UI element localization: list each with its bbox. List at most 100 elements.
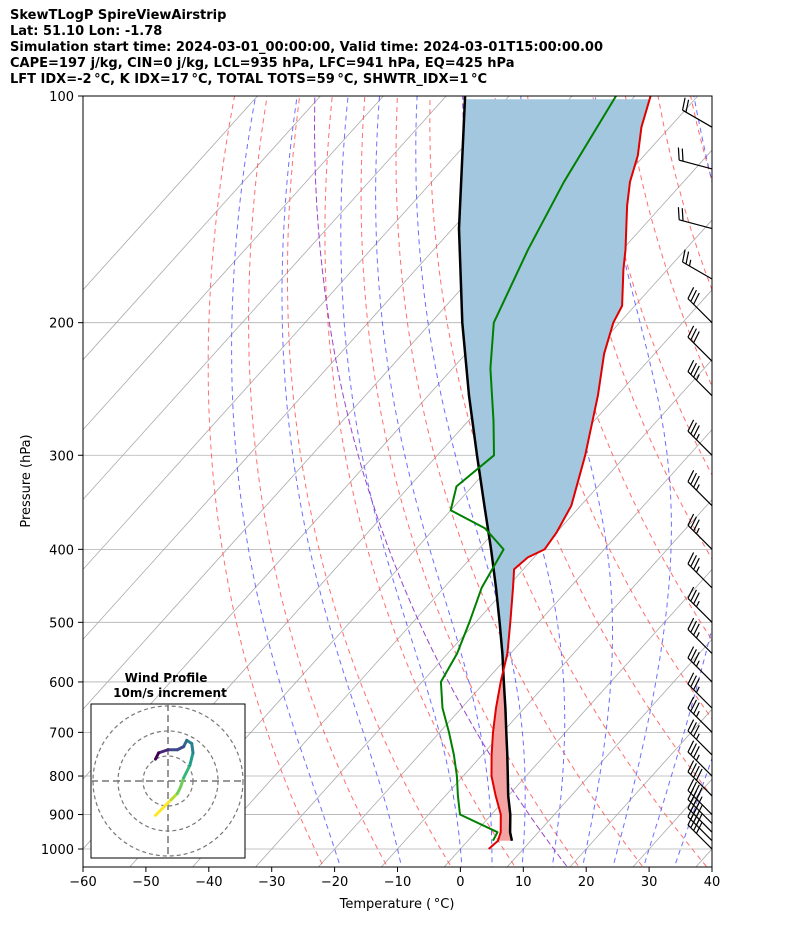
wind-barb-flag: [687, 552, 695, 565]
profile-lines: [439, 96, 652, 850]
wind-barb-staff: [687, 816, 713, 842]
hodograph-segment: [188, 751, 195, 767]
wind-barb-staff: [687, 683, 713, 709]
wind-barb: [677, 147, 713, 170]
wind-barb-flag: [695, 787, 703, 800]
isotherm: [254, 359, 712, 867]
moist-adiabat: [340, 96, 463, 867]
wind-barb: [687, 719, 713, 756]
dry-adiabat: [716, 62, 794, 881]
chart-title-indices1: CAPE=197 j/kg, CIN=0 j/kg, LCL=935 hPa, …: [10, 56, 515, 71]
wind-barb-flag: [681, 148, 684, 162]
isotherm: [569, 708, 712, 867]
hodograph-segment: [157, 748, 170, 755]
wind-barb-staff: [687, 371, 713, 397]
wind-barb-flag: [693, 475, 700, 488]
wind-barb-flag: [690, 472, 697, 485]
wind-barb-flag: [690, 289, 697, 302]
dry-adiabat: [287, 96, 452, 867]
wind-barb-flag: [693, 365, 700, 378]
negative-area: [459, 99, 650, 672]
wind-barb-staff: [687, 730, 713, 756]
x-tick-label: 30: [641, 875, 658, 890]
dry-adiabat: [559, 96, 712, 560]
wind-barb-half-flag: [695, 374, 700, 381]
wind-barb-flag: [687, 719, 695, 732]
wind-barb-half-flag: [695, 632, 700, 639]
dry-adiabat: [207, 96, 325, 867]
wind-barb-staff: [687, 336, 713, 362]
isotherm: [317, 429, 712, 867]
wind-barb-flag: [687, 696, 695, 709]
y-tick-label: 300: [49, 449, 74, 464]
dry-adiabat: [747, 62, 794, 881]
isotherm: [83, 96, 447, 501]
wind-barb-staff: [687, 481, 713, 507]
wind-barb-flag: [687, 419, 695, 432]
wind-barb-flag: [693, 331, 700, 344]
wind-barb-flag: [693, 784, 700, 797]
wind-barb: [687, 617, 713, 654]
dry-adiabat: [624, 96, 712, 388]
wind-barb: [687, 552, 713, 589]
wind-barb-flag: [695, 768, 703, 781]
wind-barb-flag: [681, 249, 686, 263]
wind-barb-flag: [690, 699, 697, 712]
wind-barb-staff: [687, 298, 713, 324]
isotherm: [632, 778, 712, 867]
wind-barb-staff: [687, 524, 713, 550]
y-tick-label: 600: [49, 676, 74, 691]
wind-barb: [687, 740, 713, 777]
cape-cin-shading: [459, 99, 650, 841]
wind-barb-staff: [682, 261, 713, 280]
wind-barb-flag: [687, 760, 695, 773]
y-axis-label: Pressure (hPa): [19, 434, 34, 527]
x-tick-label: −10: [384, 875, 411, 890]
dry-adiabat: [657, 96, 712, 292]
wind-barb: [677, 207, 713, 230]
dry-adiabat: [324, 96, 516, 867]
wind-barb: [681, 249, 713, 280]
wind-barb-flag: [693, 519, 700, 532]
wind-barb-flag: [693, 765, 700, 778]
wind-barb-staff: [687, 563, 713, 589]
wind-barb-half-flag: [695, 527, 700, 535]
x-tick-label: −50: [132, 875, 159, 890]
y-tick-label: 100: [49, 90, 74, 105]
wind-barb-staff: [687, 790, 713, 815]
wind-barb-half-flag: [695, 754, 700, 761]
wind-barb: [687, 778, 713, 815]
x-tick-label: −40: [195, 875, 222, 890]
wind-barb-half-flag: [695, 733, 700, 740]
parcel-line: [457, 96, 514, 841]
wind-barb: [687, 360, 713, 397]
y-tick-label: 900: [49, 809, 74, 824]
wind-barb-staff: [687, 799, 713, 824]
wind-barb-half-flag: [695, 566, 700, 573]
wind-barb-half-flag: [695, 600, 700, 608]
moist-adiabat: [594, 96, 672, 867]
wind-barb-flag: [677, 147, 680, 161]
chart-title-station: SkewTLogP SpireViewAirstrip: [10, 8, 227, 23]
wind-barb-flag: [687, 646, 695, 659]
y-tick-label: 700: [49, 726, 74, 741]
wind-barb-flag: [690, 763, 697, 775]
wind-barb-flag: [690, 516, 697, 529]
wind-barb-flag: [687, 740, 695, 753]
wind-barb-flag: [690, 781, 697, 794]
y-tick-label: 800: [49, 770, 74, 785]
wind-barb-flag: [693, 425, 700, 438]
isotherm: [443, 568, 712, 867]
wind-barb-staff: [687, 824, 713, 850]
dry-adiabat: [690, 96, 712, 183]
wind-barb-staff: [687, 771, 713, 797]
wind-barb-flag: [690, 722, 697, 734]
wind-barb: [687, 760, 713, 797]
dry-adiabat: [395, 96, 644, 867]
wind-barb-staff: [679, 159, 713, 170]
wind-barb-flag: [687, 513, 695, 526]
wind-barb: [687, 325, 713, 362]
y-tick-label: 400: [49, 543, 74, 558]
wind-barb-half-flag: [695, 710, 700, 718]
hodograph-subtitle: 10m/s increment: [113, 686, 227, 700]
